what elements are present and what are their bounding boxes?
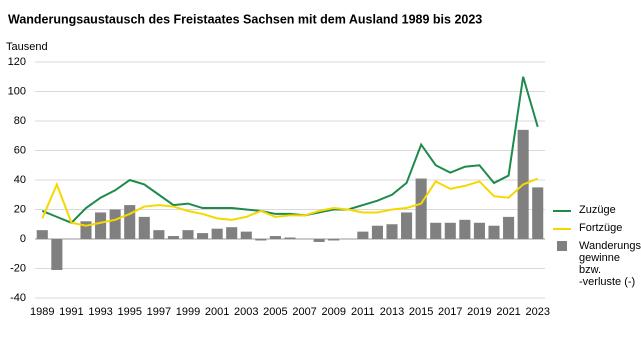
y-tick-label: 60 — [14, 144, 26, 156]
legend-item: Fortzüge — [553, 222, 641, 234]
x-tick-label: 1989 — [30, 306, 54, 318]
bar — [269, 236, 281, 239]
legend-swatch — [553, 228, 571, 230]
x-tick-label: 1999 — [176, 306, 200, 318]
y-axis-label: Tausend — [6, 41, 48, 53]
bar — [51, 239, 63, 270]
bar — [197, 233, 209, 239]
bar — [36, 230, 48, 239]
y-tick-label: 20 — [14, 203, 26, 215]
y-tick-label: 0 — [20, 233, 26, 245]
line — [41, 76, 539, 224]
bar — [357, 231, 369, 239]
x-tick-label: 2001 — [205, 306, 229, 318]
bar — [255, 239, 267, 241]
x-tick-label: 2019 — [467, 306, 491, 318]
bar — [124, 205, 136, 239]
x-tick-label: 2007 — [292, 306, 316, 318]
legend-swatch — [553, 210, 571, 212]
bar — [488, 225, 500, 239]
bar — [211, 228, 223, 239]
legend-label: Wanderungs- gewinne bzw. -verluste (-) — [579, 240, 641, 288]
x-tick-label: 1997 — [147, 306, 171, 318]
bar — [401, 212, 413, 239]
bar — [532, 187, 544, 239]
bar — [167, 236, 179, 239]
bar — [95, 212, 107, 239]
bar — [284, 237, 296, 239]
bar — [226, 227, 238, 239]
legend: Zuzüge Fortzüge Wanderungs- gewinne bzw. -… — [553, 204, 641, 294]
chart-title: Wanderungsaustausch des Freistaates Sach… — [8, 12, 482, 26]
x-tick-label: 2013 — [380, 306, 404, 318]
bar — [459, 219, 471, 239]
x-tick-label: 2011 — [351, 306, 375, 318]
bar — [313, 239, 325, 242]
bar — [371, 225, 383, 239]
x-tick-label: 2005 — [263, 306, 287, 318]
legend-swatch — [557, 241, 567, 251]
x-tick-label: 1993 — [88, 306, 112, 318]
x-tick-label: 1995 — [117, 306, 141, 318]
bar — [240, 231, 252, 239]
legend-item: Zuzüge — [553, 204, 641, 216]
bar — [444, 222, 456, 239]
legend-item: Wanderungs- gewinne bzw. -verluste (-) — [553, 240, 641, 288]
bar — [138, 216, 150, 239]
bar — [503, 216, 515, 239]
x-tick-label: 2017 — [438, 306, 462, 318]
x-tick-label: 2021 — [496, 306, 520, 318]
y-tick-label: 100 — [8, 85, 26, 97]
bar — [386, 224, 398, 239]
bar — [473, 222, 485, 239]
legend-label: Fortzüge — [579, 222, 623, 234]
x-tick-label: 2015 — [409, 306, 433, 318]
x-tick-label: 2009 — [321, 306, 345, 318]
bar — [415, 178, 427, 239]
y-tick-label: -20 — [10, 262, 26, 274]
bar — [430, 222, 442, 239]
bar — [109, 209, 121, 239]
bar — [328, 239, 340, 241]
x-tick-label: 1991 — [59, 306, 83, 318]
bar — [80, 221, 92, 239]
legend-label: Zuzüge — [579, 204, 616, 216]
x-tick-label: 2023 — [525, 306, 549, 318]
y-tick-label: 80 — [14, 115, 26, 127]
y-tick-label: 40 — [14, 174, 26, 186]
y-tick-label: -40 — [10, 292, 26, 304]
line — [41, 177, 539, 227]
y-tick-label: 120 — [8, 56, 26, 68]
x-tick-label: 2003 — [234, 306, 258, 318]
bar — [182, 230, 194, 239]
bar — [153, 230, 165, 239]
